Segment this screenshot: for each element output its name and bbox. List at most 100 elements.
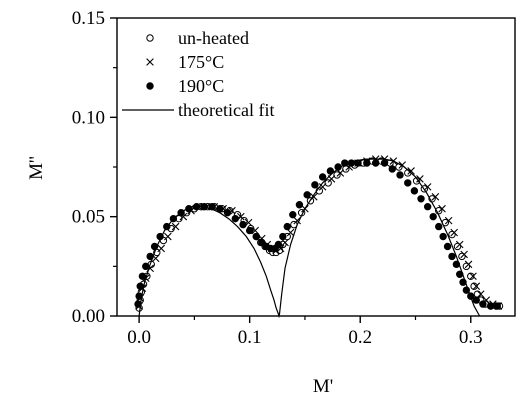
x-tick-label: 0.1: [238, 327, 262, 348]
data-point: [464, 260, 473, 269]
cross-stroke: [464, 260, 473, 269]
data-point: [444, 216, 453, 225]
cross-stroke: [157, 244, 166, 253]
y-tick-label: 0.05: [72, 207, 105, 228]
cross-stroke: [151, 254, 160, 263]
cross-stroke: [251, 226, 259, 235]
data-point: [476, 290, 485, 298]
data-point: [479, 300, 487, 308]
legend-label: 175°C: [178, 52, 224, 72]
data-point: [245, 226, 254, 235]
cross-stroke: [171, 222, 180, 231]
cross-stroke: [318, 183, 327, 191]
data-point: [448, 252, 456, 261]
data-point: [429, 212, 437, 221]
cross-stroke: [281, 238, 289, 247]
cross-stroke: [293, 216, 301, 225]
data-point: [416, 175, 424, 183]
data-point: [435, 222, 443, 231]
plot-frame: [116, 17, 516, 317]
data-point: [311, 181, 319, 189]
legend-marker: [146, 34, 154, 42]
data-point: [283, 222, 291, 231]
data-point: [407, 167, 415, 175]
data-point: [486, 302, 495, 310]
cross-stroke: [276, 244, 285, 253]
data-point: [431, 193, 440, 201]
data-point: [396, 171, 404, 179]
data-point: [372, 159, 380, 167]
data-point: [216, 205, 224, 213]
cross-stroke: [476, 290, 485, 298]
data-point: [438, 204, 446, 213]
y-axis-title: M'': [26, 156, 47, 180]
data-point: [439, 232, 447, 241]
series-layer: [134, 155, 504, 319]
data-point: [134, 300, 142, 308]
y-tick-label: 0.00: [72, 306, 105, 327]
data-point: [417, 195, 425, 203]
data-point: [473, 290, 482, 298]
data-point: [404, 179, 412, 187]
data-point: [171, 222, 180, 231]
cross-stroke: [146, 58, 154, 66]
cross-stroke: [407, 167, 415, 175]
cross-stroke: [179, 212, 188, 221]
cross-stroke: [336, 169, 345, 177]
cross-stroke: [423, 183, 432, 191]
data-point: [279, 232, 287, 241]
data-point: [455, 240, 464, 249]
legend-label: 190°C: [178, 76, 224, 96]
data-point: [423, 203, 432, 211]
cross-stroke: [398, 161, 407, 169]
cross-stroke: [469, 272, 477, 281]
data-point: [342, 165, 350, 173]
cross-stroke: [286, 228, 295, 237]
series-3: [138, 158, 481, 319]
data-point: [295, 201, 304, 209]
data-point: [138, 272, 147, 280]
data-point: [157, 244, 166, 253]
cross-stroke: [431, 193, 440, 201]
cross-stroke: [164, 232, 172, 241]
y-tick-label: 0.10: [72, 107, 105, 128]
cross-stroke: [438, 204, 446, 213]
data-point: [443, 242, 452, 251]
data-point: [410, 187, 419, 195]
data-point: [493, 302, 502, 310]
series-2: [134, 159, 502, 310]
data-point: [164, 232, 172, 241]
data-point: [472, 282, 481, 290]
data-point: [472, 296, 481, 304]
data-point: [286, 228, 295, 237]
cross-stroke: [450, 228, 458, 237]
cross-stroke: [444, 216, 453, 225]
cross-stroke: [460, 250, 468, 259]
data-point: [136, 282, 144, 290]
cross-stroke: [416, 175, 424, 183]
legend-label: theoretical fit: [178, 100, 274, 120]
data-point: [326, 167, 335, 175]
data-point: [289, 210, 297, 219]
data-point: [252, 232, 260, 241]
x-tick-label: 0.0: [127, 327, 151, 348]
data-point: [460, 250, 468, 259]
data-point: [467, 272, 475, 280]
data-point: [423, 183, 432, 191]
data-point: [274, 240, 283, 249]
legend-marker: [146, 58, 154, 66]
cross-stroke: [455, 240, 464, 249]
data-point: [293, 216, 301, 225]
legend-label: un-heated: [178, 28, 249, 48]
data-point: [380, 159, 389, 167]
y-tick-label: 0.15: [72, 8, 105, 29]
data-point: [333, 171, 341, 179]
x-tick-label: 0.2: [348, 327, 372, 348]
data-point: [388, 165, 396, 173]
data-point: [318, 183, 327, 191]
cross-stroke: [327, 175, 336, 183]
data-point: [450, 228, 458, 237]
x-axis-title: M': [313, 376, 333, 397]
data-point: [223, 208, 232, 217]
